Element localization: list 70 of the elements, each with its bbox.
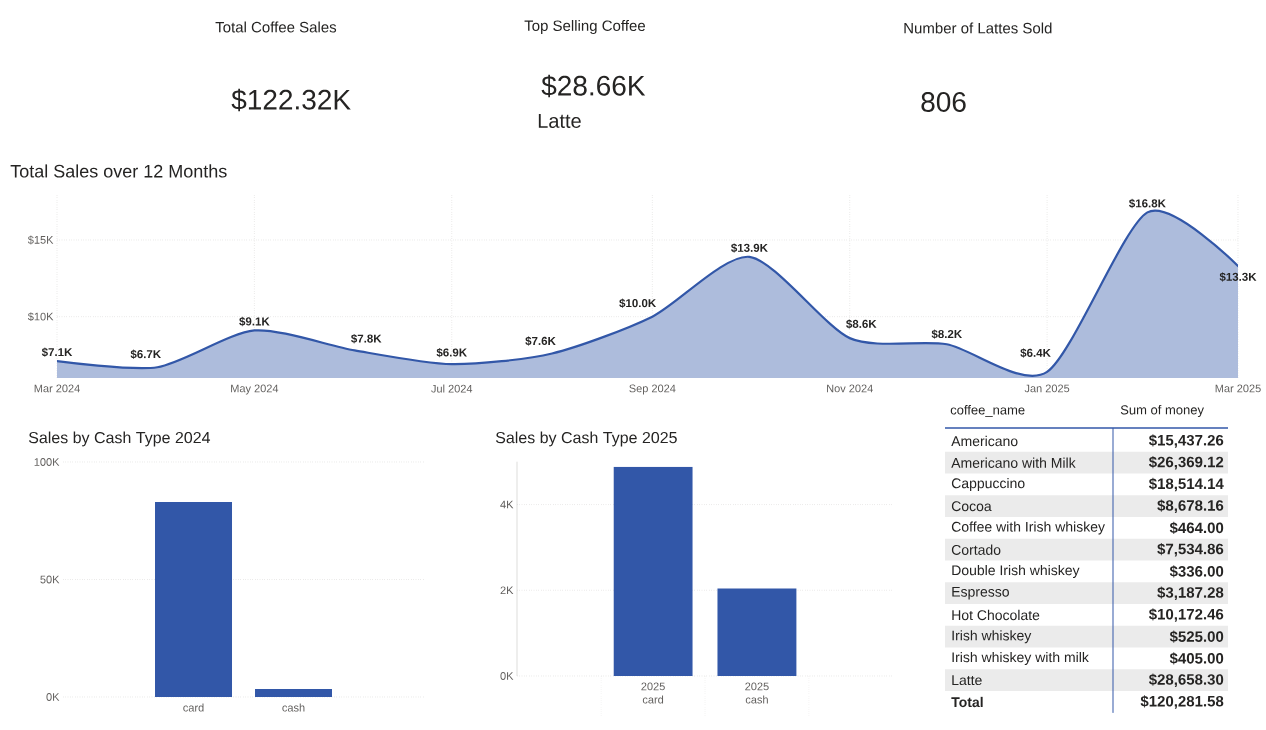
text: $18,514.14 [1148, 477, 1224, 492]
text: $28,658.30 [1148, 673, 1224, 687]
text: 806 [921, 92, 966, 112]
text: $3,187.28 [1157, 586, 1224, 600]
y-tick-label: 0K [500, 672, 514, 680]
x-tick-label: Jul 2024 [431, 384, 473, 393]
y-tick-label: 4K [500, 500, 514, 509]
text: Latte [538, 114, 581, 128]
category-label: Coffee with Irish whiskey [951, 521, 1105, 535]
data-label: $7.8K [351, 334, 382, 344]
x-tick-label: Nov 2024 [827, 384, 873, 393]
data-label: $16.8K [1129, 198, 1166, 209]
data-label: $8.6K [846, 319, 877, 329]
x-tick-label: Sep 2024 [629, 384, 676, 395]
category-label: Cortado [951, 544, 1001, 555]
text: $336.00 [1169, 565, 1224, 578]
category-label: Cocoa [951, 501, 992, 512]
x-tick-label: Mar 2025 [1215, 384, 1261, 393]
y-tick-label: 2K [500, 586, 514, 595]
data-label: $10.0K [619, 298, 657, 308]
data-label: $9.1K [239, 316, 270, 327]
data-label: $6.7K [130, 349, 162, 359]
text: $10,172.46 [1148, 608, 1224, 622]
text: $15,437.26 [1148, 434, 1224, 448]
data-label: $8.2K [931, 329, 963, 339]
text: Total Coffee Sales [215, 21, 337, 33]
text: $26,369.12 [1148, 456, 1224, 470]
category-label: Latte [952, 675, 982, 686]
y-tick-label: $10K [27, 312, 54, 322]
chart-title: Sales by Cash Type 2024 [28, 431, 211, 447]
text: Sum of money [1120, 404, 1204, 418]
x-tick-label: Mar 2024 [34, 384, 80, 393]
chart-title: Total Sales over 12 Months [10, 164, 227, 178]
text: $405.00 [1169, 652, 1224, 665]
x-tick-label: 2025 card [641, 682, 665, 704]
x-tick-label: May 2024 [231, 384, 279, 395]
y-tick-label: 0K [46, 693, 60, 701]
text: coffee_name [950, 404, 1025, 417]
text: $122.32K [231, 88, 351, 112]
data-label: $7.6K [525, 336, 556, 346]
text: Top Selling Coffee [524, 20, 645, 34]
category-label: Irish whiskey [952, 630, 1032, 644]
text: $120,281.58 [1140, 695, 1224, 709]
data-label: $13.3K [1219, 272, 1257, 282]
text: $7,534.86 [1157, 543, 1224, 557]
x-tick-label: Jan 2025 [1024, 384, 1070, 393]
text: Total [951, 696, 983, 708]
category-label: Cappuccino [951, 477, 1025, 492]
category-label: Hot Chocolate [952, 609, 1040, 621]
data-label: $13.9K [731, 243, 768, 253]
category-label: Americano with Milk [951, 457, 1076, 468]
text: $525.00 [1169, 630, 1224, 643]
y-tick-label: 100K [34, 458, 60, 466]
chart-title: Sales by Cash Type 2025 [495, 431, 677, 447]
text: $28.66K [541, 74, 646, 98]
x-tick-label: card [183, 703, 204, 712]
category-label: Americano [951, 435, 1018, 447]
category-label: Irish whiskey with milk [952, 651, 1089, 666]
y-tick-label: 50K [40, 575, 60, 584]
data-label: $6.9K [436, 347, 467, 358]
text: Number of Lattes Sold [904, 22, 1052, 34]
x-tick-label: 2025 cash [745, 682, 769, 704]
category-label: Double Irish whiskey [952, 564, 1080, 579]
category-label: Espresso [952, 586, 1009, 600]
text: $464.00 [1169, 521, 1224, 535]
y-tick-label: $15K [27, 235, 54, 245]
text: $8,678.16 [1157, 499, 1224, 513]
data-label: $6.4K [1020, 348, 1051, 358]
data-label: $7.1K [41, 347, 73, 357]
x-tick-label: cash [282, 703, 305, 712]
